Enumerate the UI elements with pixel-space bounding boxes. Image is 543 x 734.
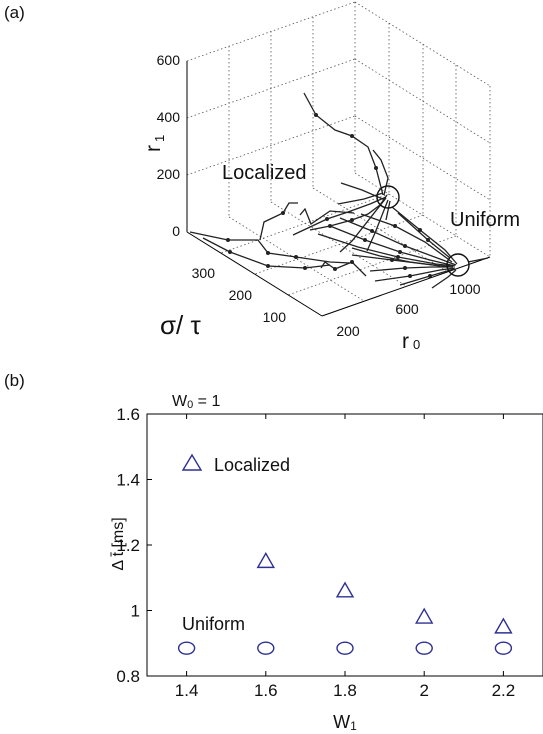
y-tick-label: 1 bbox=[131, 602, 140, 621]
z-tick-label: 600 bbox=[157, 52, 181, 68]
x-axis-label: W1 bbox=[333, 712, 357, 733]
y-tick-label: 1.6 bbox=[116, 405, 140, 424]
localized-point bbox=[416, 609, 432, 623]
y-axis-label: σ/ τ bbox=[160, 310, 201, 340]
z-tick-label: 400 bbox=[157, 109, 181, 125]
legend-label-localized: Localized bbox=[214, 455, 290, 475]
y-tick-label: 1.4 bbox=[116, 471, 140, 490]
uniform-point bbox=[337, 642, 353, 654]
y-tick-label: 200 bbox=[229, 287, 253, 303]
z-axis-label: r1 bbox=[142, 135, 167, 152]
chart-b: 1.4 1.6 1.8 2 2.20.811.21.41.6 Δ t̄ [ms] W1 … bbox=[110, 405, 543, 733]
x-tick-label: 600 bbox=[395, 301, 419, 317]
trajectories bbox=[190, 93, 488, 288]
y-tick-label: 0.8 bbox=[116, 667, 140, 686]
uniform-point bbox=[179, 642, 195, 654]
x-tick-label: 1.6 bbox=[254, 681, 278, 700]
grid-left-wall bbox=[187, 2, 355, 232]
panel-a-3d-plot: 600 400 200 0 r1 300 200 100 σ/ τ 200 60… bbox=[142, 2, 520, 353]
panel-b-label: (b) bbox=[4, 371, 25, 390]
annotation-localized: Localized bbox=[222, 162, 307, 184]
x-tick-label: 1000 bbox=[449, 281, 480, 297]
y-axis-label: Δ t̄ [ms] bbox=[110, 517, 127, 570]
annotation-uniform: Uniform bbox=[450, 209, 520, 231]
uniform-point bbox=[495, 642, 511, 654]
localized-point bbox=[495, 619, 511, 633]
y-tick-label: 300 bbox=[192, 265, 216, 281]
annotation-uniform-b: Uniform bbox=[182, 614, 245, 634]
grid-floor bbox=[221, 188, 456, 301]
legend-triangle-marker bbox=[183, 455, 201, 470]
x-tick-label: 2 bbox=[419, 681, 428, 700]
panel-a-label: (a) bbox=[4, 3, 25, 22]
localized-point bbox=[337, 583, 353, 597]
y-tick-label: 100 bbox=[263, 309, 287, 325]
trajectory-arrowheads bbox=[226, 113, 432, 278]
plot-frame bbox=[147, 414, 543, 676]
chart-b-ticks: 1.4 1.6 1.8 2 2.20.811.21.41.6 bbox=[116, 405, 515, 700]
chart-b-points bbox=[179, 553, 512, 654]
x-tick-label: 1.4 bbox=[175, 681, 199, 700]
localized-point bbox=[258, 553, 274, 567]
x-tick-label: 1.8 bbox=[333, 681, 357, 700]
x-tick-label: 200 bbox=[336, 323, 360, 339]
uniform-point bbox=[258, 642, 274, 654]
uniform-point bbox=[416, 642, 432, 654]
chart-header: W0 = 1 bbox=[172, 393, 220, 411]
legend: Localized bbox=[183, 455, 290, 475]
x-tick-label: 2.2 bbox=[492, 681, 516, 700]
z-tick-label: 200 bbox=[157, 166, 181, 182]
z-tick-label: 0 bbox=[172, 223, 180, 239]
